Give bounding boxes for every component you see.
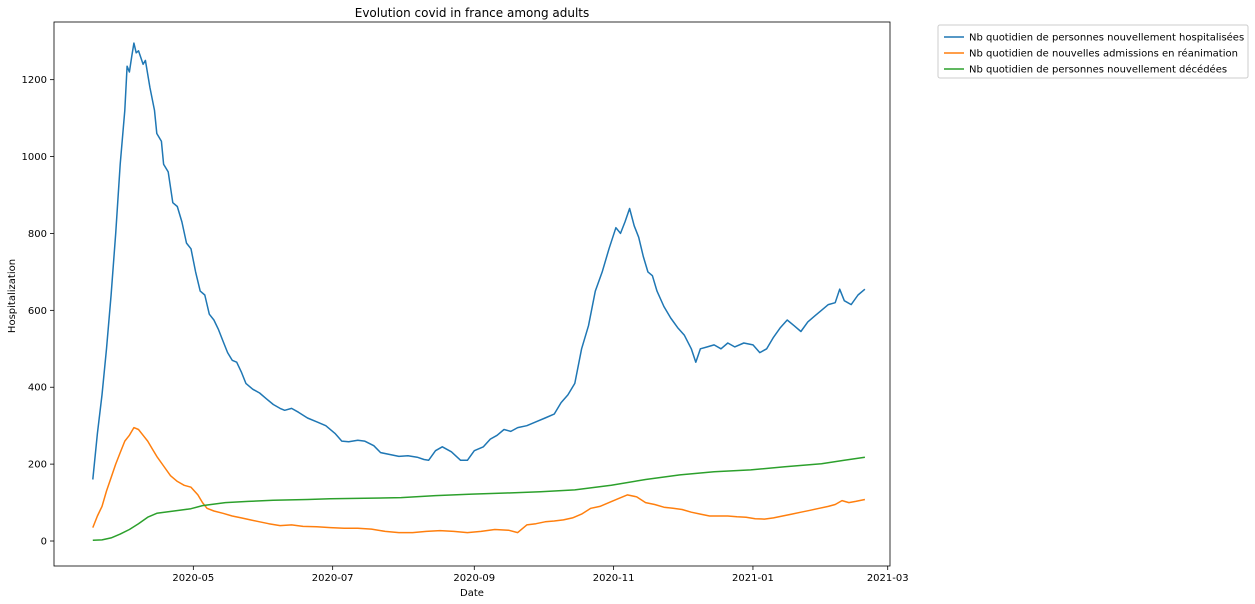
x-axis-label: Date	[460, 588, 484, 599]
plot-frame	[53, 21, 891, 567]
legend: Nb quotidien de personnes nouvellement h…	[937, 24, 1249, 79]
x-axis: 2020-05 2020-07 2020-09 2020-11 2021-01 2021-…	[172, 566, 909, 584]
series-layer	[92, 42, 866, 541]
legend-entry-2: Nb quotidien de nouvelles admissions en …	[969, 48, 1238, 60]
chart-title: Evolution covid in france among adults	[355, 6, 590, 20]
series-line-3	[92, 456, 866, 541]
x-tick-label: 2021-01	[732, 573, 774, 584]
x-tick-label: 2020-05	[172, 573, 214, 584]
legend-entry-3: Nb quotidien de personnes nouvellement d…	[969, 64, 1227, 76]
legend-entry-1: Nb quotidien de personnes nouvellement h…	[969, 32, 1244, 44]
y-tick-label: 800	[28, 229, 47, 240]
series-line-1	[92, 42, 866, 480]
x-tick-label: 2021-03	[867, 573, 909, 584]
y-tick-label: 0	[41, 537, 47, 548]
y-axis: 0 200 400 600 800 1000 1200	[22, 75, 54, 548]
legend-box	[937, 24, 1249, 79]
y-tick-label: 600	[28, 306, 47, 317]
y-axis-label: Hospitalization	[7, 259, 18, 333]
series-line-2	[92, 426, 866, 534]
y-tick-label: 1200	[22, 75, 47, 86]
x-tick-label: 2020-09	[453, 573, 495, 584]
y-tick-label: 1000	[22, 152, 47, 163]
x-tick-label: 2020-11	[593, 573, 635, 584]
y-tick-label: 400	[28, 383, 47, 394]
x-tick-label: 2020-07	[312, 573, 354, 584]
y-tick-label: 200	[28, 460, 47, 471]
